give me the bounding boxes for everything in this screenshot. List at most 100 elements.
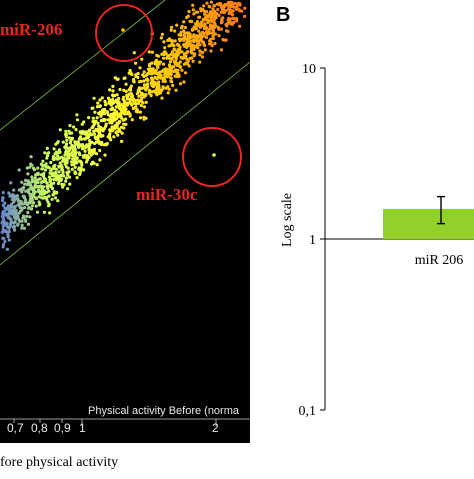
scatter-point bbox=[127, 101, 131, 105]
upper-band-line bbox=[0, 0, 166, 131]
scatter-point bbox=[53, 152, 57, 156]
scatter-point bbox=[203, 17, 207, 21]
scatter-point bbox=[194, 10, 198, 14]
scatter-point bbox=[134, 102, 138, 106]
scatter-point bbox=[192, 12, 196, 16]
scatter-point bbox=[66, 173, 70, 177]
scatter-point bbox=[224, 23, 228, 27]
scatter-point bbox=[235, 17, 239, 21]
scatter-point bbox=[156, 54, 160, 58]
scatter-point bbox=[26, 179, 30, 183]
scatter-point bbox=[198, 60, 202, 64]
x-tick-label: 0,9 bbox=[54, 421, 71, 435]
scatter-point bbox=[107, 100, 111, 104]
scatter-point bbox=[75, 156, 79, 160]
scatter-point bbox=[117, 96, 121, 101]
scatter-point bbox=[150, 84, 154, 88]
scatter-point bbox=[29, 207, 34, 211]
scatter-point bbox=[9, 181, 13, 185]
scatter-point bbox=[168, 60, 172, 64]
scatter-point bbox=[200, 20, 204, 24]
scatter-point bbox=[88, 139, 92, 143]
scatter-point bbox=[64, 129, 68, 133]
scatter-point bbox=[47, 204, 51, 208]
x-tick-label: 0,8 bbox=[31, 421, 48, 435]
scatter-point bbox=[155, 85, 159, 89]
scatter-point bbox=[198, 15, 202, 19]
scatter-point bbox=[8, 224, 12, 228]
scatter-point bbox=[1, 196, 5, 200]
scatter-point bbox=[95, 116, 99, 120]
scatter-point bbox=[178, 82, 183, 86]
scatter-point bbox=[67, 149, 71, 153]
scatter-point bbox=[64, 146, 68, 150]
scatter-point bbox=[93, 110, 97, 114]
scatter-point bbox=[182, 55, 186, 59]
scatter-point bbox=[185, 57, 189, 61]
scatter-point bbox=[152, 71, 156, 75]
scatter-point bbox=[0, 230, 4, 234]
scatter-point bbox=[183, 25, 188, 30]
scatter-point bbox=[184, 71, 188, 75]
scatter-point bbox=[224, 38, 228, 42]
scatter-point bbox=[83, 153, 87, 157]
scatter-point bbox=[67, 153, 72, 157]
scatter-point bbox=[83, 149, 87, 153]
scatter-point bbox=[55, 190, 59, 195]
scatter-point bbox=[0, 215, 4, 219]
scatter-point bbox=[228, 3, 232, 7]
scatter-point bbox=[140, 91, 144, 95]
scatter-point bbox=[108, 132, 112, 136]
scatter-point bbox=[37, 203, 42, 207]
scatter-point bbox=[12, 221, 16, 225]
scatter-point bbox=[125, 94, 129, 98]
scatter-point bbox=[45, 184, 49, 188]
scatter-point bbox=[12, 210, 16, 214]
scatter-point bbox=[43, 168, 48, 172]
scatter-point bbox=[178, 65, 183, 69]
mir-30c-point bbox=[212, 153, 216, 157]
scatter-point bbox=[180, 24, 184, 28]
scatter-point bbox=[144, 88, 148, 92]
scatter-point bbox=[211, 34, 215, 38]
scatter-point bbox=[94, 137, 98, 141]
scatter-point bbox=[28, 215, 32, 219]
scatter-point bbox=[140, 99, 144, 104]
scatter-point bbox=[219, 27, 223, 31]
scatter-point bbox=[217, 13, 221, 17]
scatter-point bbox=[102, 107, 107, 112]
scatter-point bbox=[70, 131, 74, 135]
scatter-point bbox=[176, 53, 180, 57]
scatter-point bbox=[234, 7, 239, 11]
scatter-point bbox=[109, 103, 113, 107]
scatter-point bbox=[75, 113, 79, 117]
scatter-point bbox=[55, 177, 59, 181]
scatter-point bbox=[73, 140, 77, 145]
scatter-point bbox=[12, 196, 16, 200]
scatter-point bbox=[16, 223, 20, 227]
scatter-point bbox=[111, 84, 115, 88]
scatter-point bbox=[28, 194, 32, 198]
scatter-point bbox=[47, 151, 51, 155]
scatter-point bbox=[145, 84, 150, 88]
scatter-point bbox=[20, 180, 24, 184]
scatter-point bbox=[191, 3, 195, 7]
scatter-point bbox=[224, 9, 228, 13]
scatter-point bbox=[206, 30, 210, 34]
scatter-point bbox=[1, 243, 6, 247]
scatter-point bbox=[75, 176, 79, 180]
scatter-point bbox=[22, 215, 26, 219]
scatter-point bbox=[102, 127, 106, 131]
scatter-point bbox=[205, 10, 209, 14]
scatter-point bbox=[41, 179, 45, 184]
scatter-point bbox=[102, 117, 106, 122]
scatter-point bbox=[14, 217, 18, 221]
scatter-point bbox=[109, 112, 114, 116]
scatter-point bbox=[30, 204, 34, 208]
scatter-point bbox=[169, 79, 173, 83]
scatter-point bbox=[109, 117, 113, 121]
scatter-point bbox=[170, 25, 174, 29]
scatter-point bbox=[80, 131, 84, 135]
panel-a-scatter: miR-206 miR-30c Physical activity Before… bbox=[0, 0, 250, 443]
scatter-point bbox=[104, 122, 108, 126]
